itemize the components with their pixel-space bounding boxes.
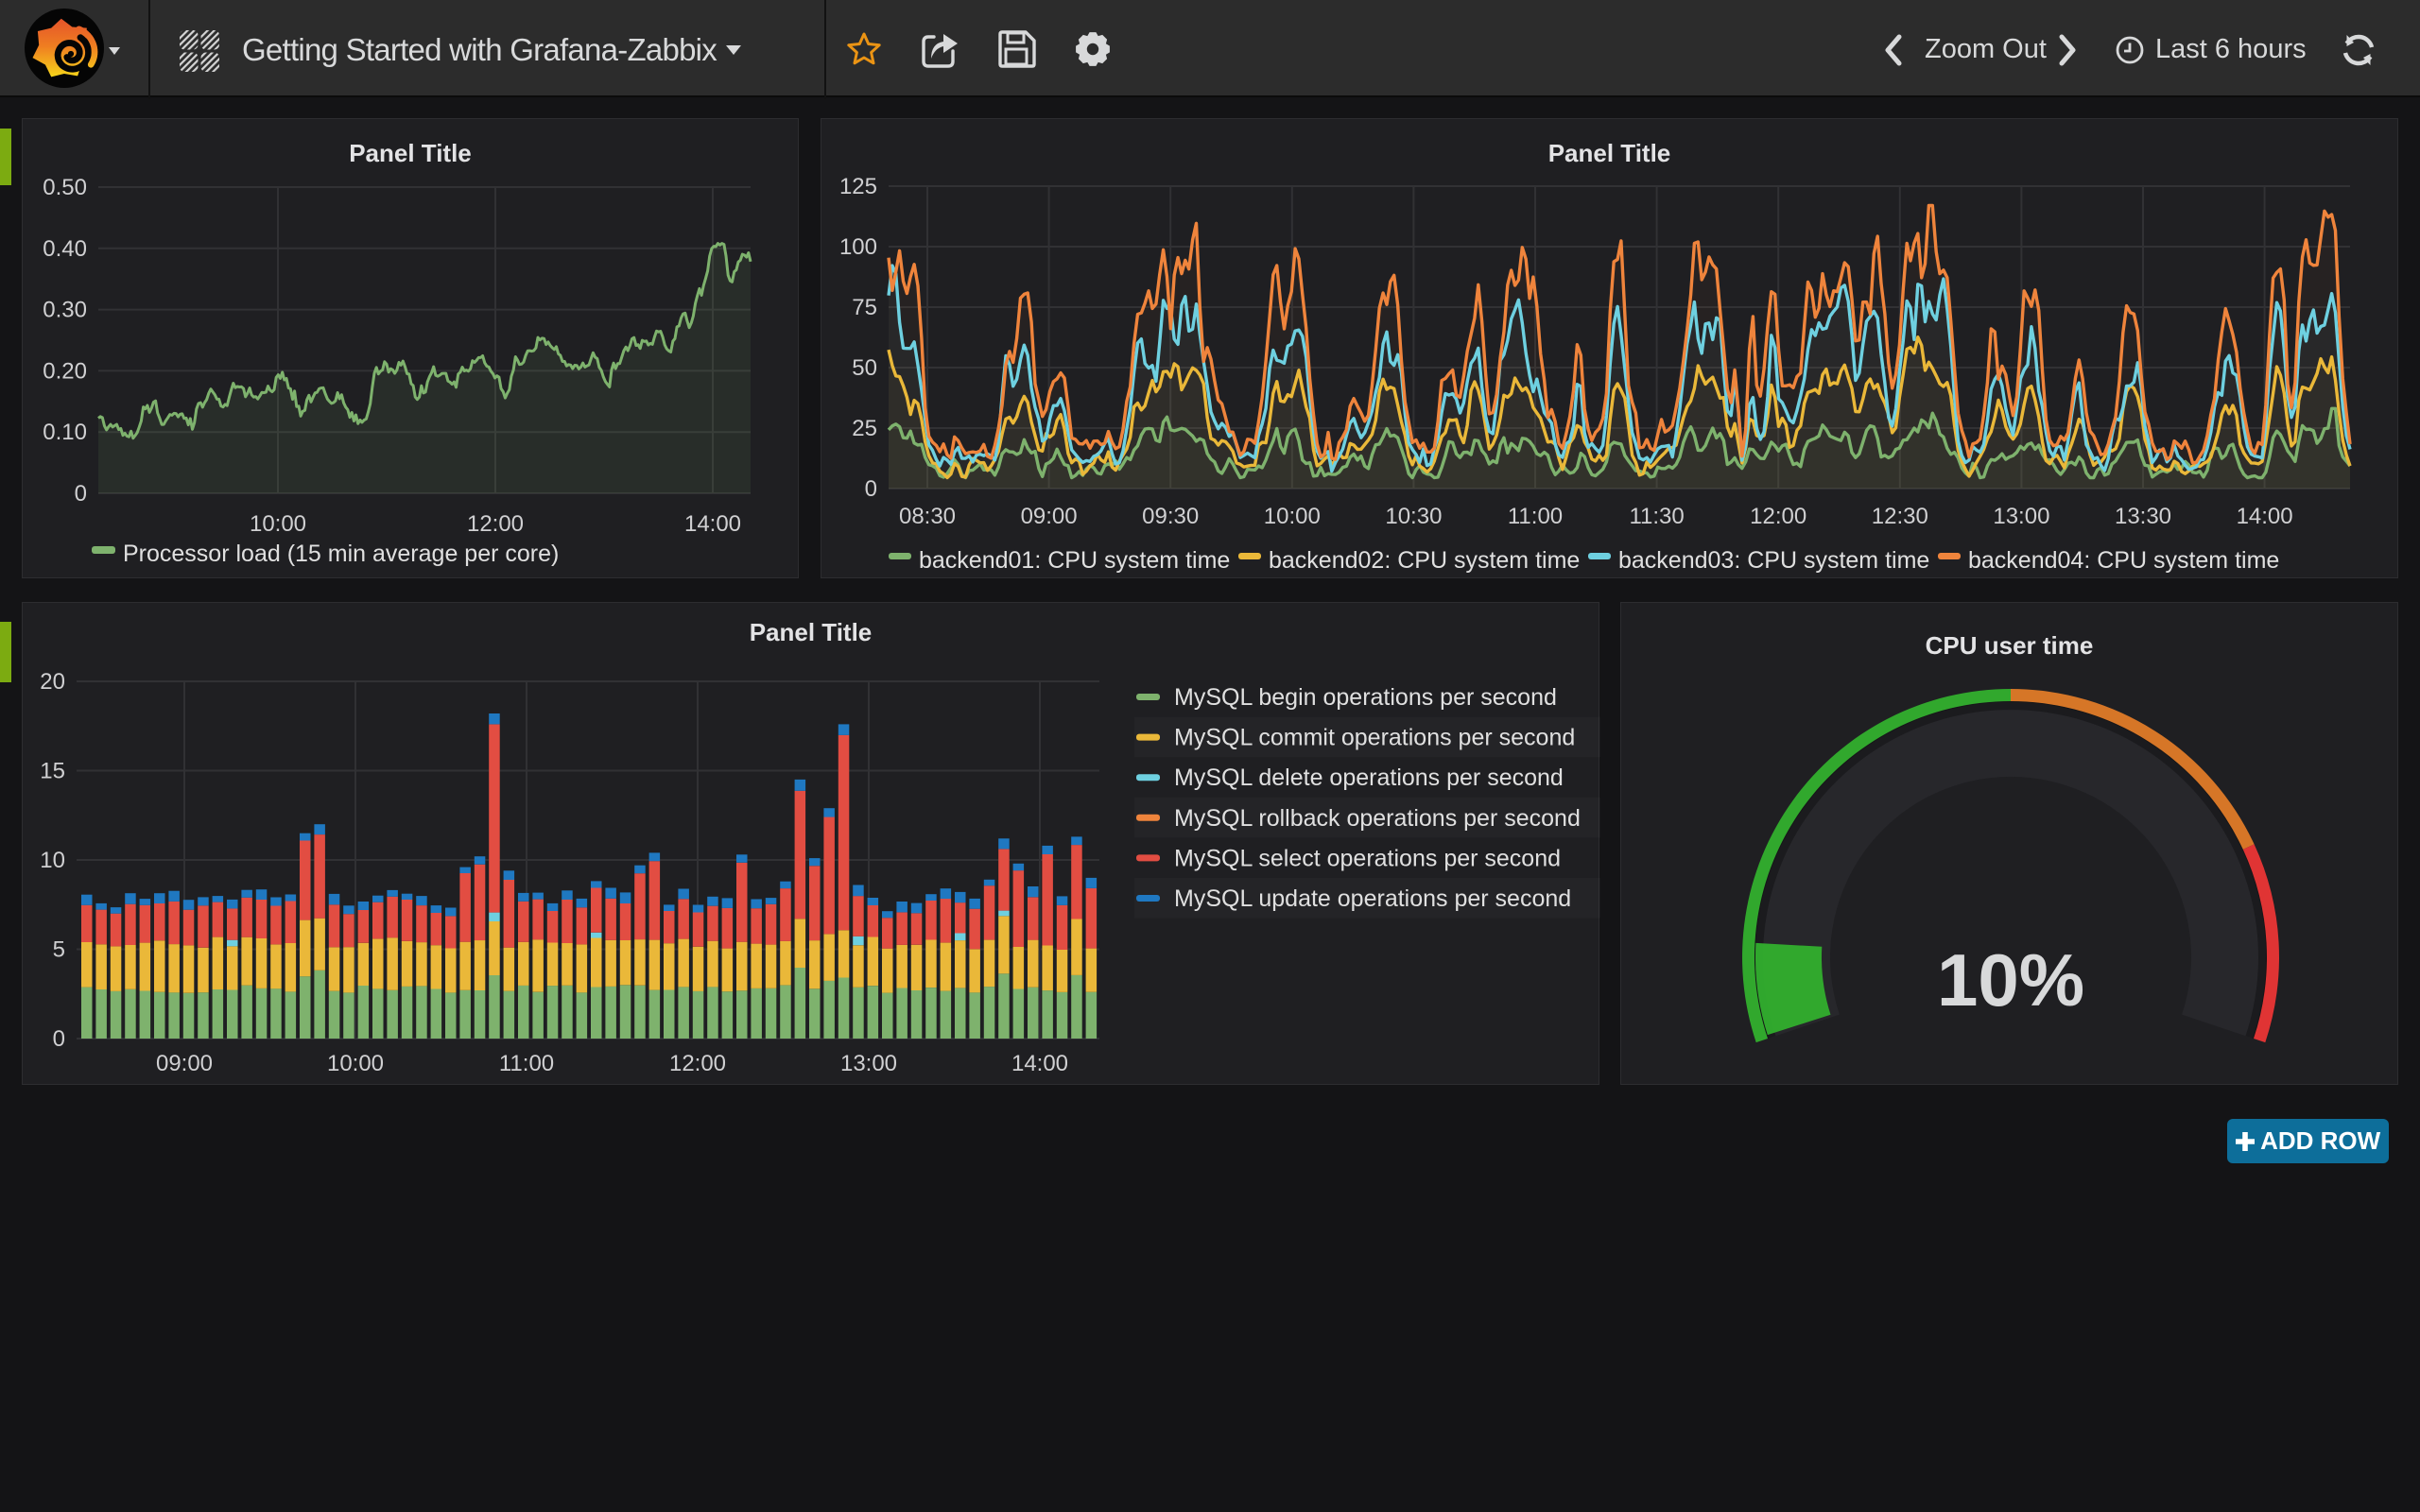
svg-text:MySQL update operations per se: MySQL update operations per second [1174, 885, 1571, 912]
svg-text:MySQL commit operations per se: MySQL commit operations per second [1174, 725, 1575, 751]
svg-text:14:00: 14:00 [2237, 504, 2293, 529]
svg-text:MySQL delete operations per se: MySQL delete operations per second [1174, 765, 1564, 791]
svg-text:20: 20 [40, 669, 65, 695]
svg-text:10:00: 10:00 [250, 511, 306, 537]
svg-text:12:00: 12:00 [467, 511, 524, 537]
svg-text:13:00: 13:00 [840, 1051, 897, 1076]
svg-text:0.40: 0.40 [43, 236, 87, 262]
svg-text:12:30: 12:30 [1872, 504, 1928, 529]
svg-text:10:00: 10:00 [1264, 504, 1321, 529]
svg-text:15: 15 [40, 759, 65, 784]
svg-text:backend04: CPU system time: backend04: CPU system time [1968, 547, 2279, 574]
svg-text:11:30: 11:30 [1629, 504, 1684, 529]
svg-text:10:00: 10:00 [327, 1051, 384, 1076]
svg-text:11:00: 11:00 [499, 1051, 554, 1076]
svg-text:14:00: 14:00 [684, 511, 741, 537]
svg-text:100: 100 [839, 234, 877, 260]
svg-text:09:00: 09:00 [1021, 504, 1078, 529]
svg-text:25: 25 [852, 416, 877, 441]
svg-text:0.20: 0.20 [43, 358, 87, 384]
svg-text:0: 0 [75, 481, 87, 507]
svg-text:12:00: 12:00 [1750, 504, 1806, 529]
svg-text:MySQL select operations per se: MySQL select operations per second [1174, 845, 1561, 871]
svg-text:MySQL begin operations per sec: MySQL begin operations per second [1174, 684, 1557, 711]
svg-text:125: 125 [839, 174, 877, 199]
svg-text:13:30: 13:30 [2115, 504, 2171, 529]
svg-text:11:00: 11:00 [1508, 504, 1563, 529]
svg-text:09:00: 09:00 [156, 1051, 213, 1076]
svg-text:12:00: 12:00 [669, 1051, 726, 1076]
svg-text:backend01: CPU system time: backend01: CPU system time [919, 547, 1230, 574]
svg-text:14:00: 14:00 [1011, 1051, 1068, 1076]
svg-text:09:30: 09:30 [1142, 504, 1199, 529]
svg-text:Processor load (15 min average: Processor load (15 min average per core) [123, 541, 559, 567]
svg-text:10: 10 [40, 848, 65, 873]
svg-text:0: 0 [53, 1026, 65, 1052]
svg-text:13:00: 13:00 [1993, 504, 2049, 529]
svg-text:backend03: CPU system time: backend03: CPU system time [1618, 547, 1929, 574]
svg-text:backend02: CPU system time: backend02: CPU system time [1269, 547, 1580, 574]
svg-text:10%: 10% [1937, 938, 2084, 1022]
svg-text:0: 0 [865, 476, 877, 502]
svg-text:0.30: 0.30 [43, 298, 87, 323]
svg-text:0.50: 0.50 [43, 175, 87, 200]
svg-text:0.10: 0.10 [43, 420, 87, 445]
svg-text:10:30: 10:30 [1385, 504, 1442, 529]
svg-text:50: 50 [852, 355, 877, 381]
svg-text:5: 5 [53, 937, 65, 963]
svg-text:MySQL rollback operations per: MySQL rollback operations per second [1174, 805, 1581, 832]
svg-text:75: 75 [852, 295, 877, 320]
svg-text:08:30: 08:30 [899, 504, 956, 529]
